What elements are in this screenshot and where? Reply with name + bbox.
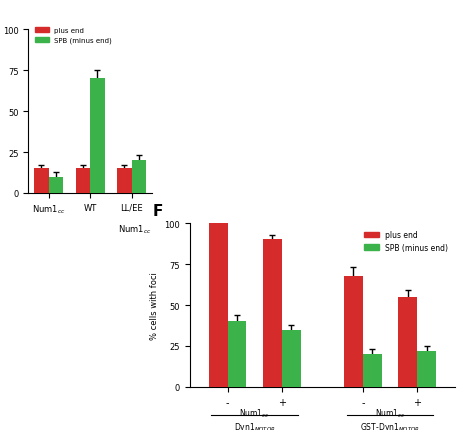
Bar [34, 169, 48, 194]
Text: Dyn1$_{MOTOR}$: Dyn1$_{MOTOR}$ [234, 420, 275, 430]
Y-axis label: % cells with foci: % cells with foci [150, 271, 159, 339]
Bar [132, 161, 146, 194]
Legend: plus end, SPB (minus end): plus end, SPB (minus end) [361, 227, 451, 255]
Bar [90, 79, 105, 194]
Text: F: F [153, 204, 163, 219]
Bar [263, 240, 282, 387]
Text: Num1$_{cc}$: Num1$_{cc}$ [239, 407, 270, 419]
Bar [363, 354, 382, 387]
Text: GST-Dyn1$_{MOTOR}$: GST-Dyn1$_{MOTOR}$ [360, 420, 420, 430]
Bar [75, 169, 90, 194]
Bar [209, 224, 228, 387]
Text: Num1$_{cc}$: Num1$_{cc}$ [118, 223, 152, 235]
Bar [48, 177, 63, 194]
Bar [282, 330, 301, 387]
Bar [344, 276, 363, 387]
Bar [117, 169, 132, 194]
Text: Num1$_{cc}$: Num1$_{cc}$ [374, 407, 405, 419]
Bar [417, 351, 436, 387]
Legend: plus end, SPB (minus end): plus end, SPB (minus end) [32, 25, 115, 47]
Bar [398, 297, 417, 387]
Bar [228, 322, 246, 387]
